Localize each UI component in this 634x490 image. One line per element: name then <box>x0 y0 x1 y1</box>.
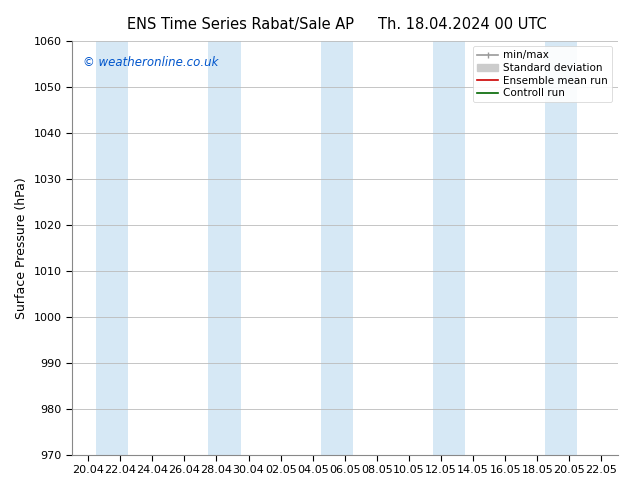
Legend: min/max, Standard deviation, Ensemble mean run, Controll run: min/max, Standard deviation, Ensemble me… <box>473 46 612 102</box>
Bar <box>96 41 128 455</box>
Text: ENS Time Series Rabat/Sale AP: ENS Time Series Rabat/Sale AP <box>127 17 354 32</box>
Text: © weatheronline.co.uk: © weatheronline.co.uk <box>83 55 218 69</box>
Bar <box>433 41 465 455</box>
Bar <box>209 41 240 455</box>
Y-axis label: Surface Pressure (hPa): Surface Pressure (hPa) <box>15 177 28 318</box>
Bar <box>545 41 578 455</box>
Bar <box>321 41 353 455</box>
Text: Th. 18.04.2024 00 UTC: Th. 18.04.2024 00 UTC <box>378 17 547 32</box>
